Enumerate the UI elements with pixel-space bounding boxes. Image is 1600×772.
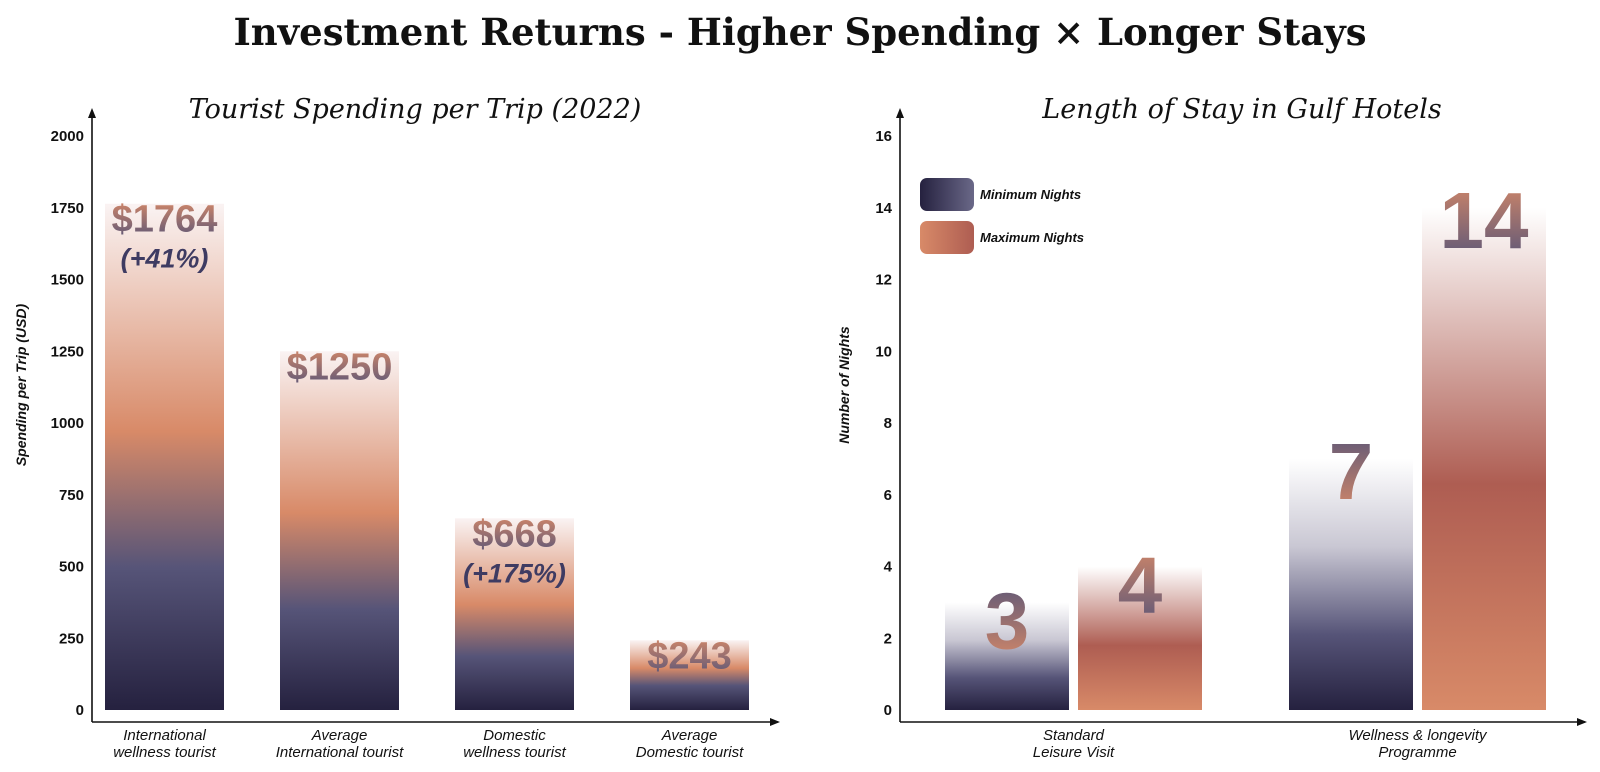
bar-value-label: $668 <box>472 513 557 555</box>
length-of-stay-chart: Length of Stay in Gulf Hotels 0 2 4 6 8 10 12 14… <box>836 94 1587 761</box>
chart-title: Tourist Spending per Trip (2022) <box>189 94 642 125</box>
legend-label: Minimum Nights <box>980 187 1081 202</box>
y-tick-label: 4 <box>884 559 893 576</box>
y-tick-label: 1500 <box>51 272 84 289</box>
y-tick-label: 14 <box>875 200 892 217</box>
y-tick-label: 16 <box>875 128 892 145</box>
y-tick-label: 0 <box>884 702 892 719</box>
maximum-nights-bar <box>1422 207 1546 710</box>
y-axis-label: Spending per Trip (USD) <box>13 304 29 467</box>
bar-value-label: $243 <box>647 635 732 677</box>
y-tick-label: 12 <box>875 272 892 289</box>
y-tick-label: 1000 <box>51 415 84 432</box>
bar-growth-annotation: (+41%) <box>121 244 209 274</box>
minimum-nights-bar <box>1289 458 1413 710</box>
spending-bar <box>630 640 749 710</box>
chart-title: Length of Stay in Gulf Hotels <box>1041 94 1441 125</box>
bar-value-label: 14 <box>1440 176 1529 265</box>
y-tick-label: 0 <box>76 702 84 719</box>
minimum-nights-bar <box>945 602 1069 710</box>
y-tick-label: 10 <box>875 343 892 360</box>
bar-value-label: 3 <box>985 576 1030 665</box>
maximum-nights-bar <box>1078 566 1202 710</box>
y-tick-label: 2 <box>884 630 892 647</box>
spending-bar <box>280 351 399 710</box>
main-title: Investment Returns - Higher Spending × L… <box>233 10 1367 54</box>
bar-value-label: $1250 <box>287 346 393 388</box>
bar-value-label: $1764 <box>112 199 218 241</box>
y-tick-label: 2000 <box>51 128 84 145</box>
y-tick-label: 8 <box>884 415 892 432</box>
x-category-label: Wellness & longevity Programme <box>1348 727 1488 761</box>
y-tick-label: 750 <box>59 487 84 504</box>
spending-bar <box>455 518 574 710</box>
x-axis-arrow <box>1577 718 1587 726</box>
legend-label: Maximum Nights <box>980 230 1084 245</box>
y-tick-label: 250 <box>59 630 84 647</box>
x-category-label: Average Domestic tourist <box>636 727 744 761</box>
x-category-label: International wellness tourist <box>113 727 216 761</box>
bar-growth-annotation: (+175%) <box>463 558 566 588</box>
x-category-label: Average International tourist <box>276 727 404 761</box>
y-axis-arrow <box>88 108 96 118</box>
bar-value-label: 7 <box>1329 427 1374 516</box>
x-category-label: Domestic wellness tourist <box>463 727 566 761</box>
y-axis-label: Number of Nights <box>836 326 852 444</box>
chart-legend: Minimum Nights Maximum Nights <box>920 178 1084 254</box>
y-tick-label: 6 <box>884 487 892 504</box>
spending-chart: Tourist Spending per Trip (2022) 0 250 500 7… <box>13 94 780 761</box>
bar-value-label: 4 <box>1118 541 1163 630</box>
spending-bar <box>105 203 224 710</box>
y-tick-label: 500 <box>59 559 84 576</box>
y-tick-label: 1250 <box>51 343 84 360</box>
legend-swatch <box>920 178 974 211</box>
x-category-label: Standard Leisure Visit <box>1033 727 1115 761</box>
y-axis-arrow <box>896 108 904 118</box>
x-axis-arrow <box>770 718 780 726</box>
y-tick-label: 1750 <box>51 200 84 217</box>
legend-swatch <box>920 221 974 254</box>
